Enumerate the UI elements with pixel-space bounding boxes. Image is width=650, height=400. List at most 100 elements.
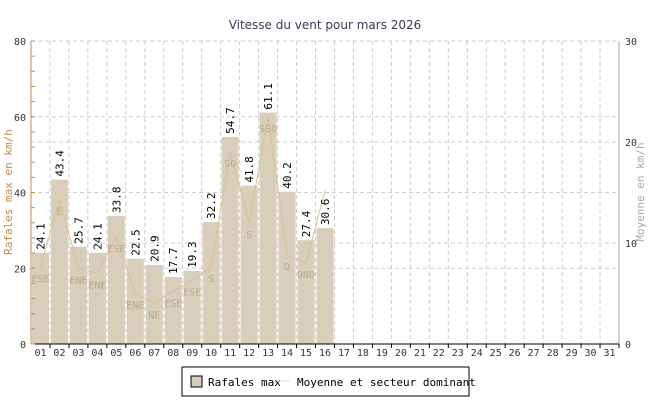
- bar: [316, 228, 334, 344]
- y-tick-label-right: 30: [625, 37, 637, 48]
- x-tick-label: 22: [433, 348, 445, 359]
- bar: [278, 191, 296, 344]
- x-tick-label: 21: [414, 348, 426, 359]
- y-axis-label-left: Rafales max en km/h: [2, 129, 15, 255]
- bar-value-label: 40.2: [281, 162, 294, 189]
- direction-label: S: [208, 274, 214, 285]
- x-tick-label: 06: [129, 348, 141, 359]
- legend-label-bars: Rafales max: [208, 376, 281, 389]
- y-tick-label-left: 40: [14, 189, 26, 200]
- bar: [240, 185, 258, 344]
- bar: [88, 252, 106, 344]
- bar: [297, 240, 315, 344]
- direction-label: ESE: [31, 274, 49, 285]
- x-tick-label: 24: [471, 348, 483, 359]
- y-axis-label-right: Moyenne en km/h: [634, 142, 647, 241]
- x-tick-label: 29: [566, 348, 578, 359]
- x-tick-label: 09: [186, 348, 198, 359]
- bar: [50, 179, 68, 344]
- bar: [259, 112, 277, 345]
- bar: [107, 215, 125, 344]
- average-line: [40, 116, 326, 305]
- x-tick-label: 28: [547, 348, 559, 359]
- y-tick-label-left: 60: [14, 113, 26, 124]
- bar: [164, 276, 182, 344]
- bar-value-label: 20.9: [148, 235, 161, 262]
- legend-label-line: Moyenne et secteur dominant: [297, 376, 476, 389]
- x-tick-label: 02: [53, 348, 65, 359]
- bar-value-label: 61.1: [262, 83, 275, 110]
- bar: [31, 252, 49, 344]
- legend-swatch-bars: [190, 375, 203, 388]
- direction-label: NE: [148, 311, 160, 322]
- x-tick-label: 23: [452, 348, 464, 359]
- x-tick-label: 07: [148, 348, 160, 359]
- direction-label: O: [284, 262, 290, 273]
- direction-label: SSO: [259, 124, 277, 135]
- x-tick-label: 20: [395, 348, 407, 359]
- x-tick-label: 16: [319, 348, 331, 359]
- x-tick-label: 05: [110, 348, 122, 359]
- bar-value-label: 30.6: [319, 199, 332, 226]
- x-tick-label: 27: [528, 348, 540, 359]
- chart-title: Vitesse du vent pour mars 2026: [229, 18, 422, 32]
- bar-value-label: 32.2: [205, 193, 218, 220]
- y-tick-label-left: 0: [20, 340, 26, 351]
- direction-label: ENE: [88, 280, 106, 291]
- x-tick-label: 03: [72, 348, 84, 359]
- x-tick-label: 31: [603, 348, 615, 359]
- bar-value-label: 17.7: [167, 247, 180, 274]
- x-tick-label: 15: [300, 348, 312, 359]
- x-tick-label: 10: [205, 348, 217, 359]
- x-tick-label: 30: [585, 348, 597, 359]
- bar-value-label: 43.4: [53, 150, 66, 177]
- x-tick-label: 19: [376, 348, 388, 359]
- x-tick-label: 04: [91, 348, 103, 359]
- bar: [145, 264, 163, 344]
- x-tick-label: 25: [490, 348, 502, 359]
- y-tick-label-right: 10: [625, 239, 637, 250]
- bar-value-label: 54.7: [224, 107, 237, 134]
- direction-label: ONO: [297, 270, 315, 281]
- x-tick-label: 01: [34, 348, 46, 359]
- axes: 0 20 40 60 80 0 10 20 30 01 02 03 04 05 06 07 08 09 10 11 12…: [14, 37, 637, 359]
- bar-value-label: 33.8: [110, 186, 123, 212]
- direction-label: E: [56, 207, 62, 218]
- x-tick-label: 18: [357, 348, 369, 359]
- bar: [183, 270, 201, 344]
- bar: [221, 136, 239, 344]
- direction-label: SO: [224, 159, 236, 170]
- direction-label: ESE: [107, 244, 125, 255]
- y-tick-label-left: 80: [14, 37, 26, 48]
- x-tick-label: 12: [243, 348, 255, 359]
- direction-label: ESE: [183, 287, 201, 298]
- bar: [202, 222, 220, 344]
- bar-value-label: 27.4: [300, 210, 313, 237]
- bar-value-label: 19.3: [186, 241, 199, 268]
- x-tick-label: 08: [167, 348, 179, 359]
- legend: Rafales max Moyenne et secteur dominant: [181, 366, 476, 397]
- x-tick-label: 14: [281, 348, 293, 359]
- bar-value-label: 24.1: [91, 223, 104, 250]
- direction-label: ENE: [126, 301, 144, 312]
- direction-label: ENE: [69, 275, 87, 286]
- average-area: [40, 116, 326, 305]
- bar-value-label: 41.8: [243, 156, 256, 183]
- y-tick-label-left: 20: [14, 264, 26, 275]
- x-tick-label: 11: [224, 348, 236, 359]
- bar-value-label: 22.5: [129, 229, 142, 256]
- bar-value-label: 25.7: [72, 217, 85, 244]
- direction-label: ESE: [164, 298, 182, 309]
- bar: [69, 246, 87, 344]
- bars: [31, 112, 334, 345]
- x-tick-label: 17: [338, 348, 350, 359]
- x-tick-label: 13: [262, 348, 274, 359]
- y-tick-label-right: 20: [625, 138, 637, 149]
- direction-label: S: [246, 230, 252, 241]
- y-tick-label-right: 0: [625, 340, 631, 351]
- grid: [30, 40, 620, 344]
- bar-value-label: 24.1: [34, 223, 47, 250]
- x-tick-label: 26: [509, 348, 521, 359]
